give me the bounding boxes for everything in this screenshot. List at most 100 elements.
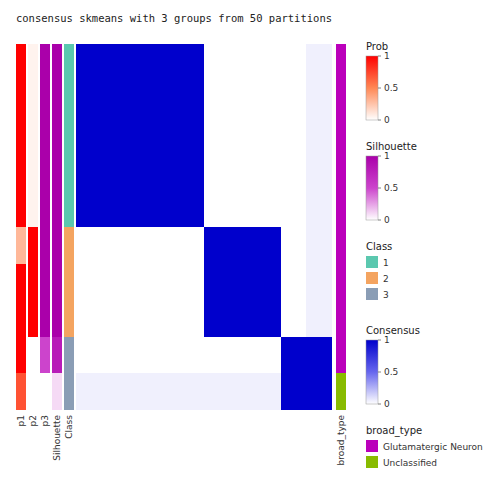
heatmap-cell <box>127 373 153 410</box>
annotation-column <box>336 44 346 410</box>
annotation-cell <box>64 117 74 154</box>
heatmap-cell <box>230 190 256 227</box>
annotation-cell <box>64 264 74 301</box>
heatmap-cell <box>127 154 153 191</box>
annotation-cell <box>40 264 50 301</box>
heatmap-cell <box>76 117 102 154</box>
annotation-cell <box>16 337 26 374</box>
annotation-label: p3 <box>40 415 50 426</box>
colorbar-tick-label: 0 <box>384 115 390 125</box>
annotation-cell <box>16 117 26 154</box>
annotation-cell <box>64 190 74 227</box>
heatmap-cell <box>153 227 179 264</box>
heatmap-cell <box>306 227 332 264</box>
annotation-cell <box>336 44 346 81</box>
heatmap-cell <box>306 300 332 337</box>
legend-swatch <box>366 456 378 468</box>
heatmap-cell <box>204 154 230 191</box>
heatmap-cell <box>204 264 230 301</box>
heatmap-cell <box>153 154 179 191</box>
heatmap-cell <box>178 190 204 227</box>
heatmap-cell <box>153 300 179 337</box>
legend-title: broad_type <box>366 425 422 437</box>
heatmap-cell <box>255 190 281 227</box>
heatmap-cell <box>102 373 128 410</box>
heatmap-cell <box>153 81 179 118</box>
colorbar-tick <box>378 404 381 405</box>
annotation-cell <box>40 117 50 154</box>
annotation-cell <box>52 227 62 264</box>
heatmap-cell <box>281 227 307 264</box>
heatmap-cell <box>102 264 128 301</box>
heatmap-cell <box>306 44 332 81</box>
annotation-cell <box>64 300 74 337</box>
heatmap-cell <box>306 117 332 154</box>
legend-swatch <box>366 256 378 268</box>
heatmap-cell <box>281 300 307 337</box>
colorbar-tick-label: 1 <box>384 335 390 345</box>
heatmap-cell <box>102 44 128 81</box>
legend-title: Consensus <box>366 325 420 336</box>
legend-swatch <box>366 288 378 300</box>
legend-title: Class <box>366 241 392 252</box>
heatmap-cell <box>127 190 153 227</box>
annotation-cell <box>28 81 38 118</box>
heatmap-cell <box>230 300 256 337</box>
heatmap-cell <box>153 373 179 410</box>
heatmap-cell <box>281 117 307 154</box>
legend: Prob00.51 <box>366 41 398 125</box>
annotation-cell <box>28 264 38 301</box>
heatmap-cell <box>230 337 256 374</box>
heatmap-cell <box>127 300 153 337</box>
colorbar-tick <box>378 340 381 341</box>
legend-label: Unclassified <box>383 458 437 468</box>
heatmap <box>76 44 332 410</box>
annotation-cell <box>52 300 62 337</box>
colorbar-tick <box>378 88 381 89</box>
heatmap-cell <box>178 337 204 374</box>
heatmap-cell <box>230 264 256 301</box>
annotation-cell <box>64 227 74 264</box>
heatmap-cell <box>178 154 204 191</box>
colorbar-tick-label: 1 <box>384 51 390 61</box>
annotation-label: Class <box>64 415 74 439</box>
heatmap-cell <box>230 44 256 81</box>
annotation-cell <box>336 337 346 374</box>
heatmap-cell <box>204 117 230 154</box>
colorbar-tick-label: 1 <box>384 151 390 161</box>
heatmap-cell <box>178 117 204 154</box>
heatmap-cell <box>127 264 153 301</box>
heatmap-cell <box>153 44 179 81</box>
annotation-cell <box>28 227 38 264</box>
annotation-cell <box>40 190 50 227</box>
annotation-cell <box>16 300 26 337</box>
heatmap-cell <box>102 154 128 191</box>
colorbar-tick <box>378 120 381 121</box>
annotation-cell <box>64 154 74 191</box>
heatmap-cell <box>102 190 128 227</box>
colorbar-tick <box>378 188 381 189</box>
annotation-cell <box>16 190 26 227</box>
annotation-cell <box>64 337 74 374</box>
annotation-cell <box>52 117 62 154</box>
annotation-cell <box>336 227 346 264</box>
annotation-label: p2 <box>28 415 38 426</box>
heatmap-cell <box>76 337 102 374</box>
heatmap-cell <box>255 154 281 191</box>
annotation-cell <box>52 44 62 81</box>
heatmap-cell <box>255 117 281 154</box>
heatmap-cell <box>255 227 281 264</box>
heatmap-cell <box>178 227 204 264</box>
annotation-cell <box>16 264 26 301</box>
heatmap-cell <box>230 227 256 264</box>
heatmap-cell <box>76 227 102 264</box>
heatmap-cell <box>76 300 102 337</box>
annotation-cell <box>52 373 62 410</box>
colorbar-tick-label: 0.5 <box>384 183 398 193</box>
heatmap-cell <box>281 154 307 191</box>
annotation-label: broad_type <box>336 415 346 466</box>
annotation-cell <box>40 81 50 118</box>
annotation-cell <box>336 154 346 191</box>
heatmap-cell <box>178 81 204 118</box>
annotation-cell <box>40 373 50 410</box>
